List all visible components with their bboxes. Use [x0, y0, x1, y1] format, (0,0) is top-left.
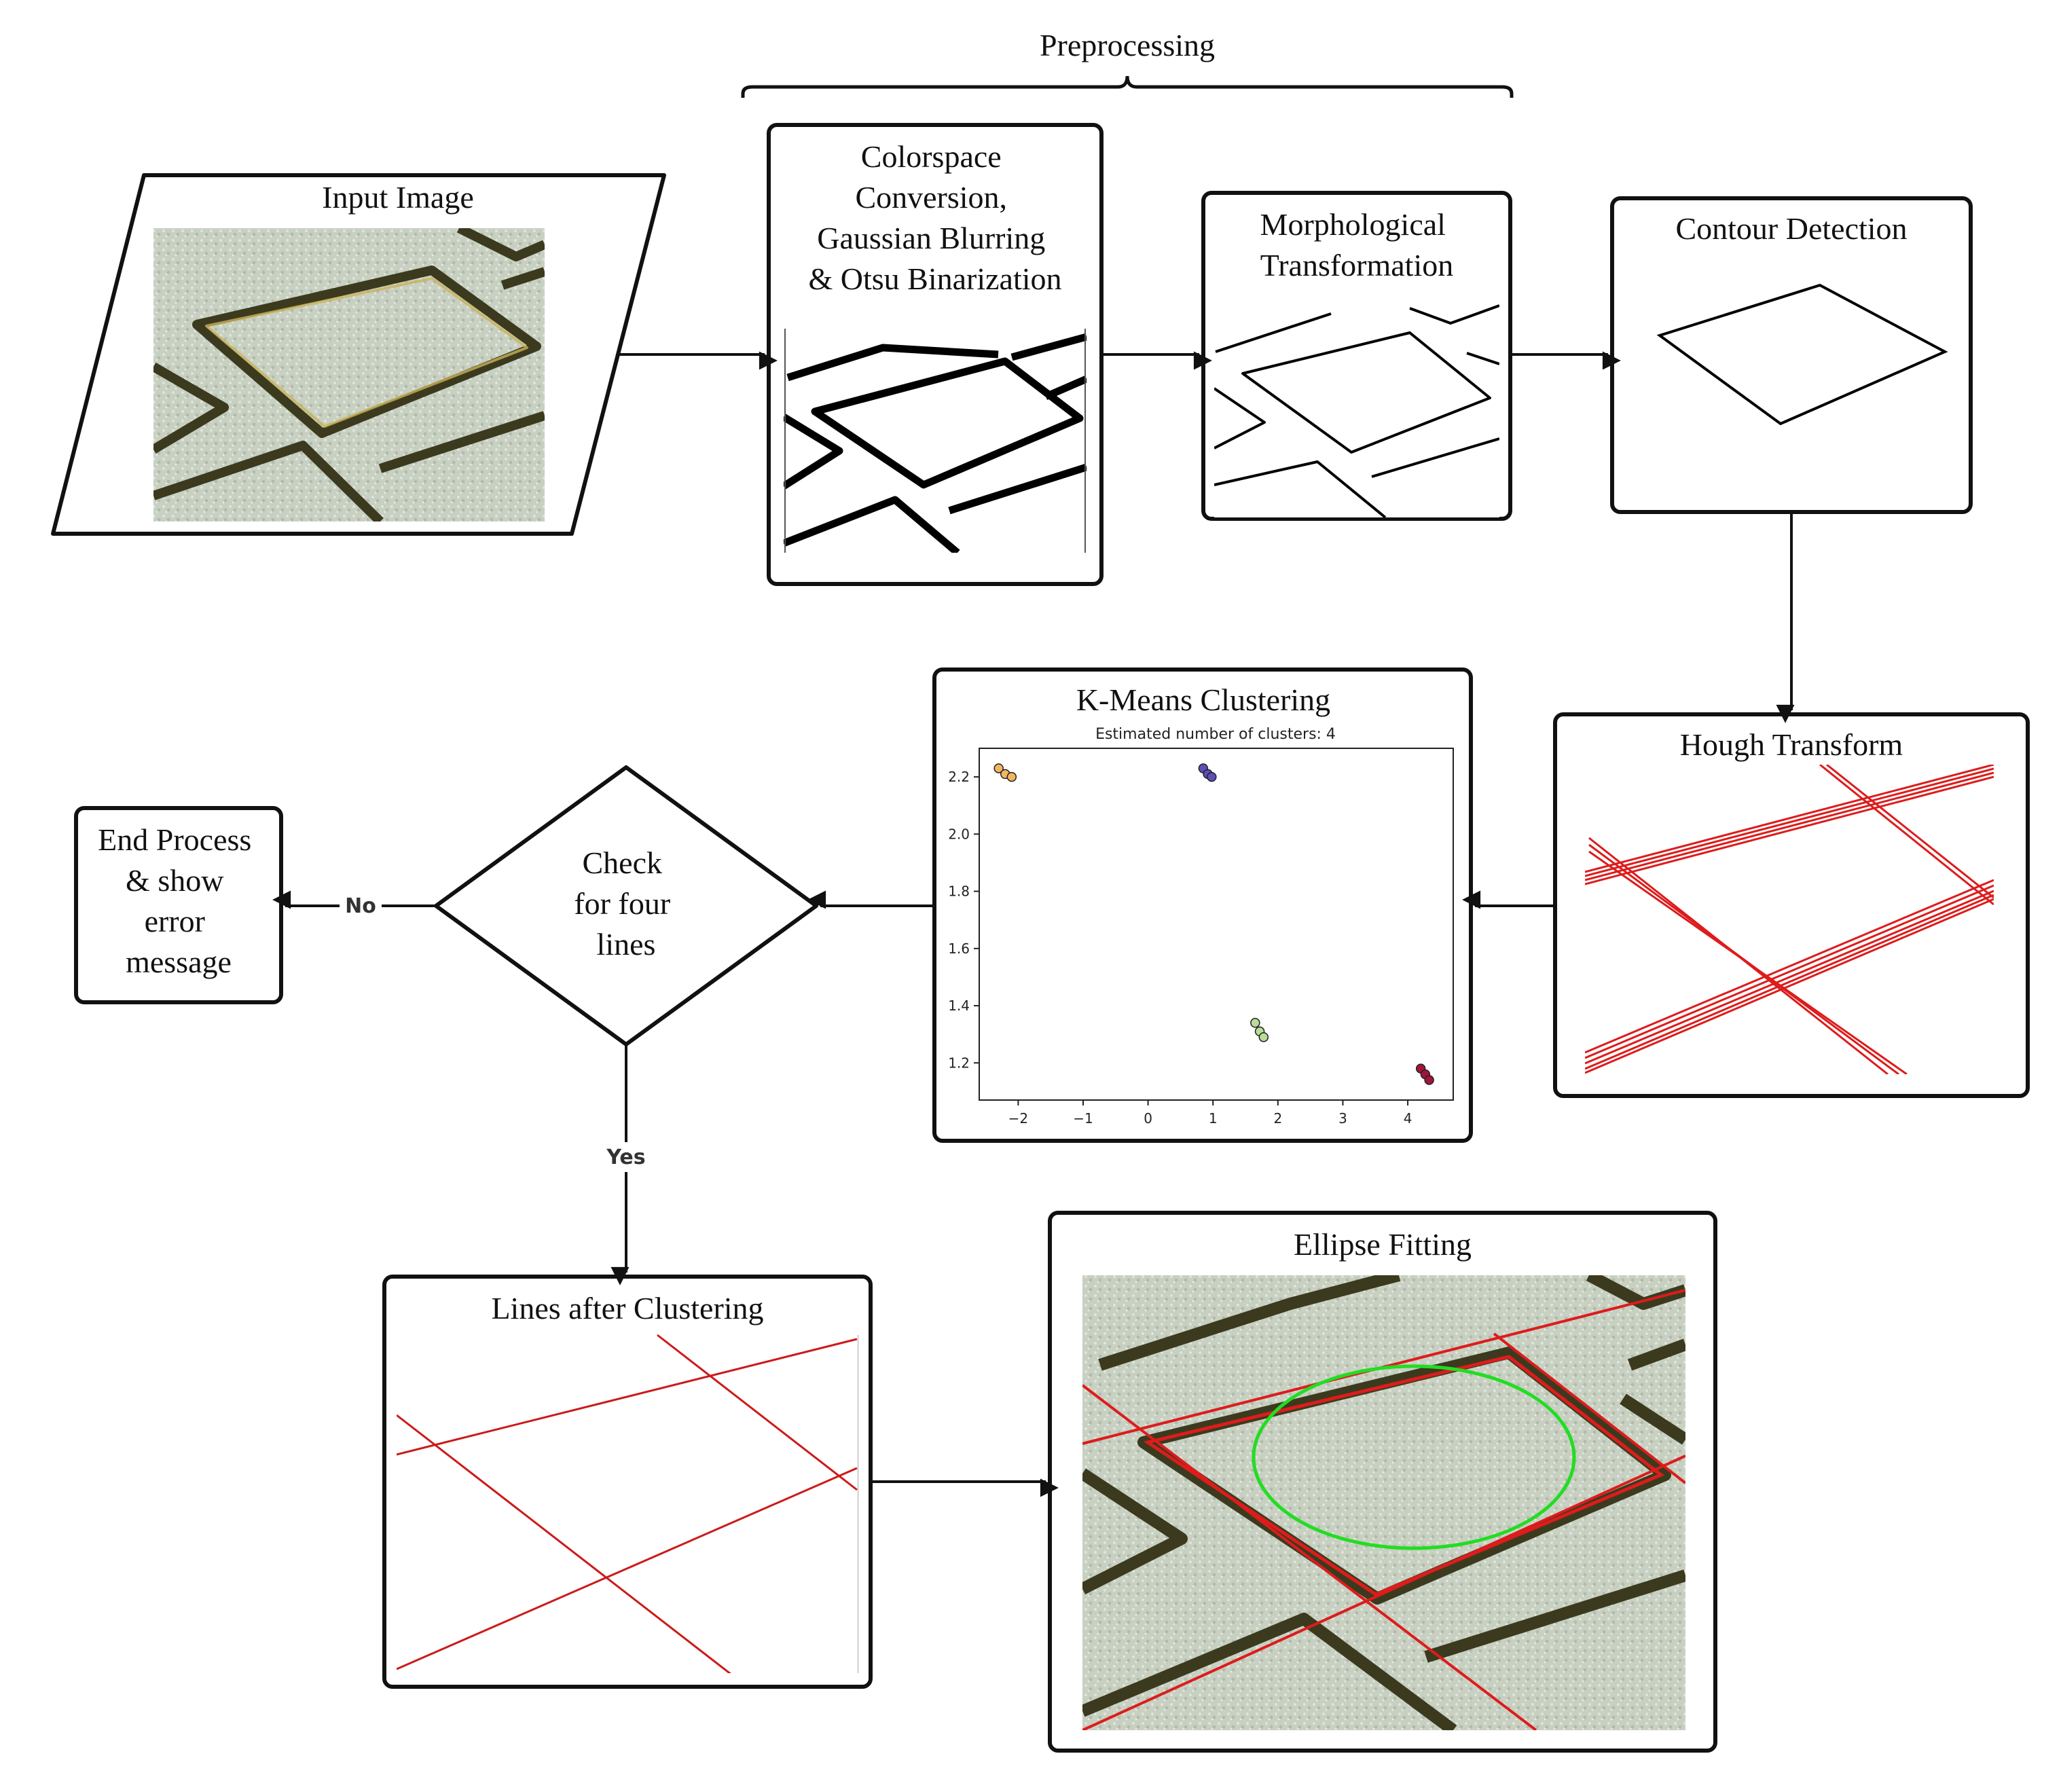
- y-tick-label: 2.2: [948, 769, 970, 785]
- input-image-node: Input Image: [51, 173, 666, 536]
- morphological-title: Morphological Transformation: [1260, 207, 1454, 282]
- x-tick-label: 4: [1404, 1110, 1412, 1127]
- yes-label-bg: [599, 1142, 653, 1172]
- hough-title: Hough Transform: [1680, 727, 1903, 762]
- end-title-line-3: error: [145, 904, 205, 938]
- end-title-line-2: & show: [126, 863, 224, 898]
- end-process-title: End Process & show error message: [98, 822, 259, 979]
- preprocess-title: Colorspace Conversion, Gaussian Blurring…: [808, 139, 1061, 296]
- contour-title: Contour Detection: [1675, 211, 1907, 246]
- cluster-1-point: [993, 763, 1004, 773]
- end-title-line-1: End Process: [98, 822, 251, 857]
- morphological-title-line-2: Transformation: [1260, 248, 1454, 282]
- preprocess-title-line-4: & Otsu Binarization: [808, 261, 1061, 296]
- cluster-2-point: [1207, 771, 1217, 782]
- no-label-bg: [340, 891, 382, 921]
- x-tick-label: 1: [1209, 1110, 1218, 1127]
- y-tick-label: 1.8: [948, 883, 970, 900]
- edges: [272, 351, 1795, 1497]
- cluster-1-point: [1006, 771, 1017, 782]
- y-tick-label: 2.0: [948, 826, 970, 842]
- decision-title-line-1: Check: [582, 845, 662, 880]
- x-tick-label: −1: [1073, 1110, 1093, 1127]
- chart-title: Estimated number of clusters: 4: [1095, 726, 1336, 743]
- hough-lines: [1585, 765, 1994, 1074]
- input-photo: [153, 228, 545, 522]
- x-tick-label: 2: [1273, 1110, 1282, 1127]
- lines-title: Lines after Clustering: [491, 1291, 763, 1325]
- contour-shape: [1656, 283, 1948, 426]
- x-tick-label: 3: [1338, 1110, 1347, 1127]
- plot-frame: [979, 748, 1454, 1101]
- lines-after-clustering-node: Lines after Clustering: [382, 1275, 873, 1689]
- kmeans-title: K-Means Clustering: [1076, 682, 1330, 717]
- end-process-node: End Process & show error message: [74, 806, 283, 1004]
- ellipse-photo: [1082, 1275, 1685, 1730]
- preprocess-title-line-3: Gaussian Blurring: [817, 221, 1045, 255]
- morphology-image: [1214, 303, 1499, 517]
- decision-node: Check for four lines: [434, 765, 818, 1046]
- ellipse-fitting-node: Ellipse Fitting: [1048, 1211, 1717, 1753]
- hough-node: Hough Transform: [1553, 712, 2030, 1098]
- decision-title: Check for four lines: [574, 845, 678, 962]
- input-image-title: Input Image: [322, 180, 474, 215]
- cluster-4-point: [1424, 1075, 1434, 1085]
- cluster-3-point: [1258, 1032, 1269, 1042]
- end-title-line-4: message: [126, 945, 232, 979]
- y-tick-label: 1.6: [948, 940, 970, 957]
- x-tick-label: −2: [1008, 1110, 1028, 1127]
- morphological-title-line-1: Morphological: [1260, 207, 1446, 242]
- y-tick-label: 1.2: [948, 1055, 970, 1071]
- clustered-lines: [397, 1334, 858, 1673]
- preprocess-node: Colorspace Conversion, Gaussian Blurring…: [767, 123, 1104, 586]
- binarized-image: [784, 329, 1087, 553]
- edge-label-yes: Yes: [606, 1146, 645, 1169]
- cluster-3-point: [1250, 1018, 1260, 1028]
- kmeans-node: K-Means Clustering Estimated number of c…: [932, 668, 1473, 1143]
- x-tick-label: 0: [1144, 1110, 1152, 1127]
- morphological-node: Morphological Transformation: [1201, 191, 1512, 521]
- preprocessing-brace: [741, 75, 1514, 98]
- kmeans-plot: Estimated number of clusters: 4 −2 −1 0 1 2 3…: [948, 726, 1454, 1127]
- decision-title-line-3: lines: [597, 927, 656, 962]
- ellipse-title: Ellipse Fitting: [1294, 1227, 1472, 1262]
- preprocess-title-line-2: Conversion,: [855, 180, 1007, 215]
- decision-title-line-2: for four: [574, 886, 670, 921]
- edge-label-no: No: [345, 894, 376, 918]
- y-tick-label: 1.4: [948, 998, 970, 1014]
- fitted-ellipse: [1252, 1364, 1576, 1550]
- contour-node: Contour Detection: [1610, 196, 1973, 514]
- preprocessing-group-label: Preprocessing: [1040, 28, 1215, 62]
- preprocess-title-line-1: Colorspace: [861, 139, 1002, 174]
